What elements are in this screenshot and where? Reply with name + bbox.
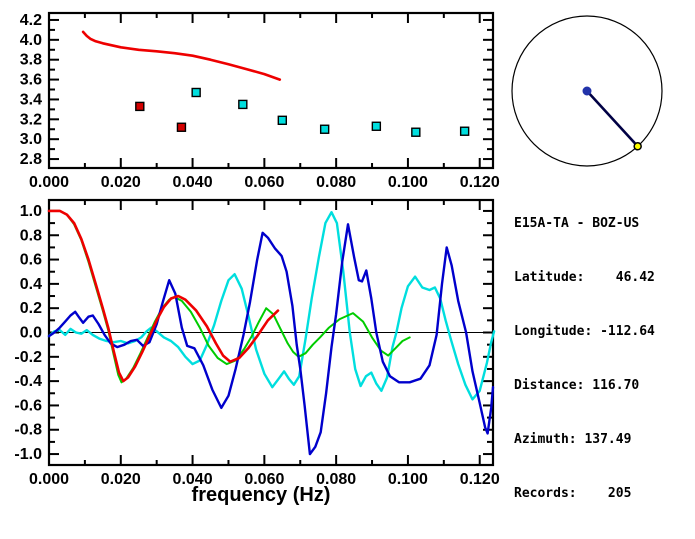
center-station-dot <box>582 86 592 96</box>
group-velocity-measurements-marker[interactable] <box>238 99 248 110</box>
x-tick-label: 0.020 <box>101 174 141 191</box>
x-tick-label: 0.080 <box>316 174 356 191</box>
y-tick-label: -0.6 <box>14 397 42 414</box>
x-tick-label: 0.100 <box>388 471 428 488</box>
red-filter-curve-path <box>47 209 280 383</box>
x-tick-label: 0.020 <box>101 471 141 488</box>
y-tick-label: 3.0 <box>20 131 42 148</box>
reference-dispersion-curve-path <box>81 30 282 81</box>
y-tick-label: -1.0 <box>14 446 42 463</box>
y-tick-label: 4.0 <box>20 32 42 49</box>
station-pair-title: E15A-TA - BOZ-US <box>514 216 640 231</box>
group-velocity-measurements-marker[interactable] <box>319 124 330 134</box>
y-tick-label: 3.2 <box>20 111 42 128</box>
x-tick-label: 0.000 <box>29 471 69 488</box>
y-tick-label: 0.8 <box>20 227 42 244</box>
y-tick-label: -0.8 <box>14 422 42 439</box>
y-tick-label: 3.8 <box>20 52 42 69</box>
group-velocity-measurements-marker[interactable] <box>191 87 201 98</box>
x-tick-label: 0.040 <box>173 174 213 191</box>
group-velocity-measurements-marker[interactable] <box>459 126 470 136</box>
latitude-line: Latitude: 46.42 <box>514 270 655 285</box>
cyan-spectrum-curve-path <box>47 210 496 401</box>
azimuth-endpoint-marker[interactable] <box>633 142 642 151</box>
waveform-plot: 0.000 0.020 0.040 0.060 0.080 0.100 0.120 -1.0 -… <box>14 198 500 488</box>
station-info-panel: E15A-TA - BOZ-US Latitude: 46.42 Longitu… <box>514 179 655 539</box>
dispersion-plot: 0.000 0.020 0.040 0.060 0.080 0.100 0.120 2.8 3.… <box>20 11 500 191</box>
distance-line: Distance: 116.70 <box>514 378 640 393</box>
longitude-line: Longitude: -112.64 <box>514 324 655 339</box>
selected-measurements-marker[interactable] <box>176 122 187 132</box>
y-tick-label: 0.4 <box>20 276 42 293</box>
x-tick-label: 0.120 <box>460 471 500 488</box>
app-window: 0.000 0.020 0.040 0.060 0.080 0.100 0.120 2.8 3.… <box>14 11 663 506</box>
group-velocity-measurements-marker[interactable] <box>277 115 288 126</box>
azimuth-ray <box>586 90 639 148</box>
y-tick-label: -0.4 <box>14 373 42 390</box>
x-tick-label: 0.120 <box>460 174 500 191</box>
y-tick-label: 0.0 <box>20 325 42 342</box>
y-tick-label: 4.2 <box>20 12 42 29</box>
blue-stack-curve-path <box>47 223 495 456</box>
x-tick-label: 0.040 <box>173 471 213 488</box>
y-tick-label: -0.2 <box>14 349 42 366</box>
y-tick-label: 3.4 <box>20 91 42 108</box>
y-tick-label: 0.6 <box>20 252 42 269</box>
x-tick-label: 0.100 <box>388 174 428 191</box>
group-velocity-measurements-marker[interactable] <box>371 121 382 131</box>
azimuth-diagram <box>511 15 663 167</box>
group-velocity-measurements-marker[interactable] <box>411 127 421 137</box>
x-tick-label: 0.080 <box>316 471 356 488</box>
y-tick-label: 2.8 <box>20 151 42 168</box>
plot-frame <box>47 11 495 170</box>
azimuth-circle-outline <box>511 15 663 167</box>
plots-canvas: 0.000 0.020 0.040 0.060 0.080 0.100 0.120 2.8 3.… <box>14 11 663 488</box>
green-correlation-curve-path <box>48 209 411 384</box>
x-axis-title: frequency (Hz) <box>191 484 331 506</box>
selected-measurements-marker[interactable] <box>135 101 145 112</box>
y-tick-label: 3.6 <box>20 72 42 89</box>
x-tick-label: 0.000 <box>29 174 69 191</box>
x-tick-label: 0.060 <box>244 471 284 488</box>
azimuth-line-text: Azimuth: 137.49 <box>514 432 632 447</box>
y-tick-label: 0.2 <box>20 300 42 317</box>
records-line: Records: 205 <box>514 486 632 501</box>
y-tick-label: 1.0 <box>20 203 42 220</box>
x-tick-label: 0.060 <box>244 174 284 191</box>
